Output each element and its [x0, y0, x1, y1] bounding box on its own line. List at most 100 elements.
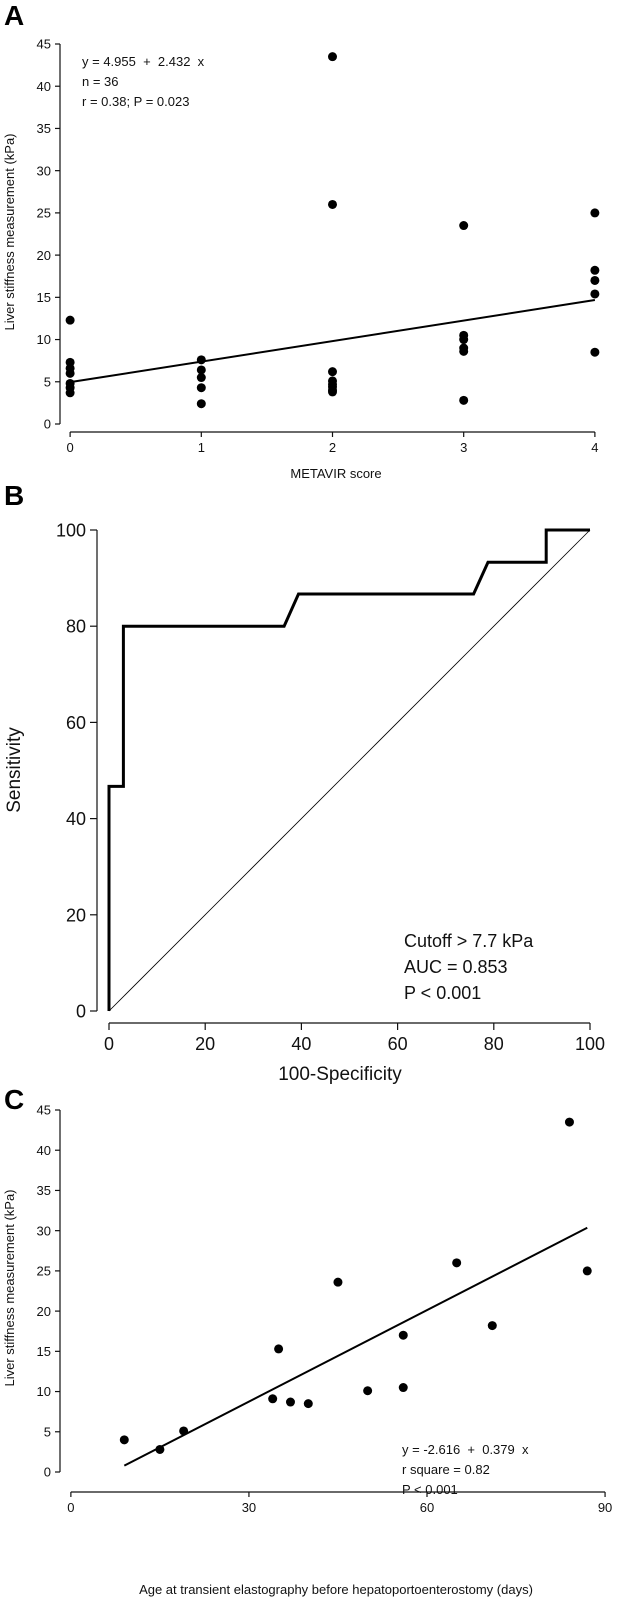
data-point [452, 1258, 462, 1268]
data-point [590, 347, 600, 357]
panel-c: C 0 5 10 15 20 25 30 35 40 45 0 30 60 90 Age at transi… [0, 1084, 622, 1603]
data-point [196, 383, 206, 393]
y-tick-label: 30 [37, 1223, 51, 1238]
chart-b: 0 20 40 60 80 100 0 20 40 60 80 100 100-Specificity S… [4, 520, 605, 1085]
x-tick-label: 2 [329, 440, 336, 455]
data-point [328, 52, 337, 62]
x-tick-label: 60 [420, 1500, 434, 1515]
annotation-line: r = 0.38; P = 0.023 [82, 94, 189, 109]
data-point [590, 265, 600, 275]
y-axis-label: Sensitivity [4, 727, 25, 813]
y-tick-label: 45 [37, 1103, 51, 1118]
annotation-line: n = 36 [82, 74, 119, 89]
chart-a: 0 5 10 15 20 25 30 35 40 45 0 1 2 3 4 METAVIR score Live… [2, 37, 600, 481]
x-tick-label: 100 [575, 1034, 605, 1054]
y-tick-label: 40 [66, 809, 86, 829]
x-tick-label: 20 [195, 1034, 215, 1054]
data-point [196, 365, 206, 375]
x-axis-label: 100-Specificity [278, 1064, 402, 1085]
y-axis-label: Liver stiffness measurement (kPa) [2, 134, 17, 331]
data-point [398, 1330, 408, 1340]
data-point [303, 1399, 313, 1409]
x-tick-label: 30 [242, 1500, 256, 1515]
y-tick-label: 30 [37, 163, 51, 178]
data-point [65, 315, 75, 325]
y-tick-label: 0 [44, 1465, 51, 1480]
data-point [65, 388, 75, 398]
y-tick-label: 60 [66, 713, 86, 733]
panel-letter-b: B [4, 480, 25, 511]
data-point [328, 387, 337, 397]
data-point [363, 1386, 373, 1396]
data-point [333, 1277, 343, 1287]
y-tick-label: 20 [37, 248, 51, 263]
data-point [564, 1117, 574, 1127]
data-point [459, 395, 469, 405]
y-tick-label: 40 [37, 1143, 51, 1158]
data-point [196, 399, 206, 409]
x-tick-label: 80 [484, 1034, 504, 1054]
y-tick-label: 0 [44, 417, 51, 432]
panel-letter-a: A [4, 0, 25, 31]
annotation-line: P < 0.001 [402, 1482, 458, 1497]
data-point [328, 367, 337, 377]
y-tick-label: 35 [37, 1183, 51, 1198]
x-tick-label: 0 [67, 440, 74, 455]
data-point [179, 1426, 189, 1436]
y-tick-label: 25 [37, 1264, 51, 1279]
data-point [196, 355, 206, 365]
panel-letter-c: C [4, 1084, 25, 1115]
y-tick-label: 15 [37, 290, 51, 305]
reference-diagonal-line [108, 529, 591, 1012]
y-tick-label: 20 [66, 905, 86, 925]
annotation-line: P < 0.001 [404, 983, 481, 1003]
data-point [487, 1321, 497, 1331]
data-point [459, 346, 469, 356]
data-point [155, 1444, 165, 1454]
regression-line [123, 1226, 588, 1467]
y-tick-label: 5 [44, 374, 51, 389]
y-tick-label: 100 [56, 520, 86, 540]
y-tick-label: 80 [66, 617, 86, 637]
roc-curve [107, 528, 590, 1011]
y-axis-label: Liver stiffness measurement (kPa) [2, 1190, 17, 1387]
data-point [590, 208, 600, 218]
x-tick-label: 40 [291, 1034, 311, 1054]
y-tick-label: 20 [37, 1304, 51, 1319]
data-point [582, 1266, 592, 1276]
x-tick-label: 0 [67, 1500, 74, 1515]
data-point [328, 199, 337, 209]
x-tick-label: 1 [198, 440, 205, 455]
annotation-line: Cutoff > 7.7 kPa [404, 931, 534, 951]
y-tick-label: 10 [37, 332, 51, 347]
data-point [268, 1394, 278, 1404]
y-tick-label: 10 [37, 1384, 51, 1399]
y-tick-label: 25 [37, 206, 51, 221]
y-tick-label: 45 [37, 37, 51, 52]
data-point [459, 335, 469, 345]
data-point [285, 1397, 295, 1407]
data-point [196, 373, 206, 383]
y-tick-label: 0 [76, 1001, 86, 1021]
regression-line [69, 299, 596, 384]
x-axis-label: METAVIR score [290, 466, 381, 481]
panel-a: A 0 5 10 15 20 25 30 35 40 45 0 1 2 3 4 METAVIR score Li… [0, 0, 622, 500]
data-point [65, 368, 75, 378]
data-point [398, 1383, 408, 1393]
x-axis-label: Age at transient elastography before hep… [139, 1582, 533, 1597]
annotation-line: y = 4.955 + 2.432 x [82, 54, 205, 69]
data-point [274, 1344, 284, 1354]
panel-b: B 0 20 40 60 80 100 0 20 40 60 80 100 100-Specificit… [0, 480, 622, 1100]
x-tick-label: 90 [598, 1500, 612, 1515]
annotation-line: y = -2.616 + 0.379 x [402, 1442, 529, 1457]
data-point [459, 221, 469, 231]
y-tick-label: 40 [37, 79, 51, 94]
annotation-line: AUC = 0.853 [404, 957, 508, 977]
data-point [590, 275, 600, 285]
x-tick-label: 60 [388, 1034, 408, 1054]
y-tick-label: 5 [44, 1424, 51, 1439]
annotation-line: r square = 0.82 [402, 1462, 490, 1477]
x-tick-label: 3 [460, 440, 467, 455]
data-point [119, 1435, 129, 1445]
y-tick-label: 35 [37, 121, 51, 136]
